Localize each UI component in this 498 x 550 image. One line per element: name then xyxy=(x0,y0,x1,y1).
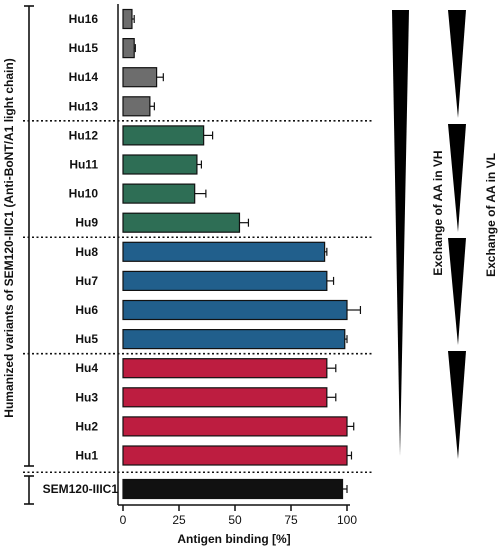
category-label-Hu14: Hu14 xyxy=(69,70,99,84)
category-label-Hu8: Hu8 xyxy=(75,245,98,259)
category-label-SEM120-IIIC1: SEM120-IIIC1 xyxy=(43,482,119,496)
category-label-Hu12: Hu12 xyxy=(69,128,99,142)
category-label-Hu15: Hu15 xyxy=(69,41,99,55)
x-axis-label: Antigen binding [%] xyxy=(177,532,290,546)
category-label-Hu4: Hu4 xyxy=(75,361,98,375)
bar-Hu9 xyxy=(122,212,241,233)
bar-Hu5 xyxy=(122,329,346,350)
vl-exchange-label: Exchange of AA in VL xyxy=(484,153,498,277)
vh-exchange-triangle xyxy=(392,10,409,456)
y-axis-label: Humanized variants of SEM120-IIIC1 (Anti… xyxy=(2,58,16,417)
vl-exchange-triangle xyxy=(448,238,466,345)
bar-Hu15 xyxy=(122,37,135,59)
category-label-Hu2: Hu2 xyxy=(75,419,98,433)
x-tick-label: 75 xyxy=(284,513,298,527)
vh-exchange-label: Exchange of AA in VH xyxy=(431,150,445,275)
bar-Hu7 xyxy=(122,270,328,291)
category-label-Hu10: Hu10 xyxy=(69,187,99,201)
category-label-Hu13: Hu13 xyxy=(69,99,99,113)
bar-Hu4 xyxy=(122,358,328,379)
category-label-Hu6: Hu6 xyxy=(75,303,98,317)
bar-Hu13 xyxy=(122,96,151,117)
bar-SEM120-IIIC1 xyxy=(122,478,344,500)
bar-Hu14 xyxy=(122,67,158,88)
x-tick-label: 100 xyxy=(337,513,357,527)
vl-exchange-triangle xyxy=(448,10,466,118)
y-brackets xyxy=(24,5,34,505)
x-tick-label: 50 xyxy=(228,513,242,527)
bar-Hu8 xyxy=(122,241,326,262)
bar-Hu6 xyxy=(122,299,348,321)
x-tick-label: 0 xyxy=(120,513,127,527)
bar-Hu3 xyxy=(122,387,328,408)
category-label-Hu16: Hu16 xyxy=(69,12,99,26)
bar-Hu2 xyxy=(122,416,348,437)
x-tick-label: 25 xyxy=(172,513,186,527)
category-label-Hu1: Hu1 xyxy=(75,449,98,463)
category-label-Hu7: Hu7 xyxy=(75,274,98,288)
category-label-Hu5: Hu5 xyxy=(75,332,98,346)
bar-Hu1 xyxy=(122,445,348,466)
bars-layer: Hu16 Hu15 Hu14 Hu13 Hu12 Hu11 Hu10 Hu9 Hu8 Hu7 Hu6… xyxy=(43,8,362,500)
category-label-Hu3: Hu3 xyxy=(75,390,98,404)
vl-exchange-triangle xyxy=(448,351,466,459)
x-axis: 0 25 50 75 100 xyxy=(117,4,357,527)
vl-exchange-triangle xyxy=(448,124,466,232)
exchange-triangles xyxy=(392,10,466,459)
bar-Hu16 xyxy=(122,8,133,30)
bar-Hu11 xyxy=(122,154,198,175)
category-label-Hu11: Hu11 xyxy=(69,158,98,172)
category-label-Hu9: Hu9 xyxy=(75,216,98,230)
bar-Hu10 xyxy=(122,183,196,204)
bar-Hu12 xyxy=(122,125,205,146)
